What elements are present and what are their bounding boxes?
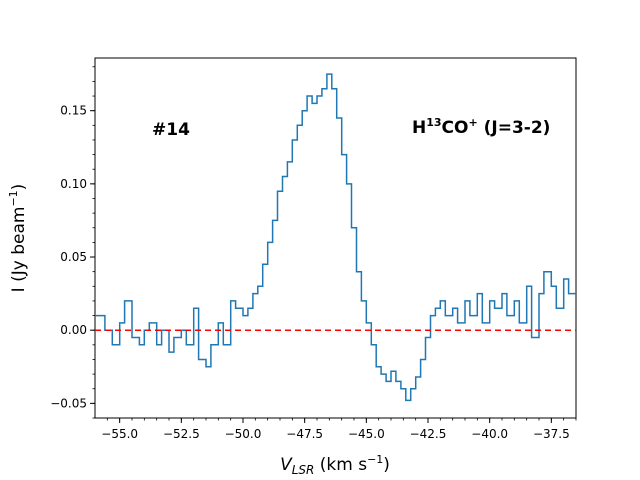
x-tick-label: −55.0 (101, 427, 138, 441)
x-tick-label: −45.0 (348, 427, 385, 441)
x-tick-label: −52.5 (163, 427, 200, 441)
y-tick-label: 0.00 (60, 323, 87, 337)
x-tick-label: −37.5 (533, 427, 570, 441)
x-tick-label: −47.5 (286, 427, 323, 441)
plot-frame (94, 57, 577, 419)
y-tick-label: 0.05 (60, 250, 87, 264)
line-transition-label: H13CO+ (J=3-2) (412, 116, 550, 138)
spectrum-series-line (95, 73, 576, 402)
y-tick-label: −0.05 (50, 396, 87, 410)
x-minor-ticks (106, 418, 577, 421)
y-tick-label: 0.15 (60, 104, 87, 118)
x-tick-label: −42.5 (410, 427, 447, 441)
y-minor-ticks (92, 66, 95, 419)
x-tick-label: −50.0 (225, 427, 262, 441)
y-tick-label: 0.10 (60, 177, 87, 191)
x-axis-label: VLSR (km s−1) (280, 453, 390, 477)
x-axis: −55.0 −52.5 −50.0 −47.5 −45.0 −42.5 −40.0 −37.5 (101, 418, 570, 441)
y-axis-label: I (Jy beam−1) (7, 184, 29, 293)
y-axis: −0.05 0.00 0.05 0.10 0.15 (50, 104, 95, 410)
x-tick-label: −40.0 (471, 427, 508, 441)
source-id-label: #14 (152, 120, 190, 140)
